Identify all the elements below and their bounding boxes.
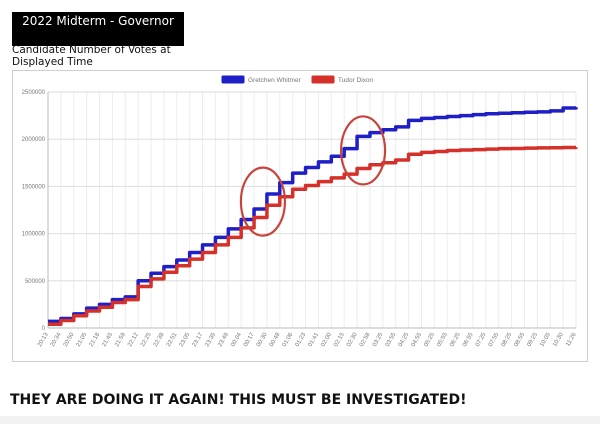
- x-tick-label: 00:48: [269, 331, 282, 348]
- y-tick-label: 2000000: [22, 137, 46, 143]
- x-tick-label: 02:00: [320, 331, 333, 348]
- x-tick-label: 02:30: [346, 331, 359, 348]
- x-tick-label: 02:15: [333, 331, 346, 348]
- x-tick-label: 10:30: [552, 331, 565, 348]
- y-tick-label: 2500000: [22, 90, 46, 96]
- x-tick-label: 04:55: [410, 331, 423, 348]
- x-tick-label: 09:25: [526, 331, 539, 348]
- x-tick-label: 01:23: [295, 331, 308, 348]
- x-tick-label: 20:13: [37, 331, 50, 348]
- x-tick-label: 01:06: [282, 331, 295, 348]
- x-tick-label: 05:25: [423, 331, 436, 348]
- x-tick-label: 23:17: [192, 331, 205, 348]
- x-tick-label: 21:45: [101, 331, 114, 348]
- x-tick-label: 01:41: [307, 331, 320, 348]
- x-tick-label: 07:55: [488, 331, 501, 348]
- x-tick-label: 07:25: [475, 331, 488, 348]
- x-tick-label: 04:25: [398, 331, 411, 348]
- x-tick-label: 02:58: [359, 331, 372, 348]
- y-tick-label: 0: [42, 326, 46, 332]
- x-tick-label: 08:25: [501, 331, 514, 348]
- caption-text: THEY ARE DOING IT AGAIN! THIS MUST BE IN…: [10, 392, 467, 408]
- x-tick-label: 11:26: [565, 331, 578, 347]
- legend-swatch-whitmer: [221, 75, 245, 84]
- x-tick-label: 21:05: [76, 331, 89, 348]
- x-tick-label: 23:05: [179, 331, 192, 348]
- x-tick-label: 22:12: [127, 331, 140, 348]
- x-tick-label: 22:38: [153, 331, 166, 348]
- legend-label-whitmer: Gretchen Whitmer: [248, 77, 302, 84]
- footer-bar: [0, 416, 600, 424]
- x-tick-label: 20:34: [50, 331, 63, 348]
- x-tick-label: 20:50: [63, 331, 76, 348]
- x-tick-label: 03:55: [385, 331, 398, 348]
- x-tick-label: 03:25: [372, 331, 385, 348]
- x-tick-label: 05:55: [436, 331, 449, 348]
- y-tick-label: 500000: [25, 279, 46, 285]
- chart-subtitle: Candidate Number of Votes at Displayed T…: [12, 44, 171, 68]
- x-tick-label: 10:05: [539, 331, 552, 348]
- x-tick-label: 22:51: [166, 331, 179, 348]
- x-tick-label: 22:25: [140, 331, 153, 348]
- annotation-circle-1: [239, 166, 287, 237]
- x-tick-label: 00:04: [230, 331, 243, 348]
- x-tick-label: 23:35: [204, 331, 217, 348]
- x-tick-label: 00:30: [256, 331, 269, 348]
- y-tick-label: 1000000: [22, 232, 46, 238]
- annotation-circle-2: [339, 115, 387, 186]
- y-tick-label: 1500000: [22, 184, 46, 190]
- x-tick-label: 21:18: [89, 331, 102, 348]
- legend-swatch-dixon: [311, 75, 335, 84]
- vote-line-chart: 0 500000 1000000 1500000 2000000 2500000 20:13…: [22, 75, 578, 348]
- chart-frame: [12, 70, 588, 362]
- x-tick-label: 06:25: [449, 331, 462, 348]
- x-tick-label: 06:55: [462, 331, 475, 348]
- series-line-dixon: [48, 145, 578, 326]
- x-tick-label: 08:55: [514, 331, 527, 348]
- legend-label-dixon: Tudor Dixon: [338, 77, 374, 84]
- chart-title: 2022 Midterm - Governor: [12, 12, 184, 46]
- x-tick-label: 21:59: [114, 331, 127, 348]
- x-tick-label: 00:17: [243, 331, 256, 348]
- x-tick-label: 23:49: [217, 331, 230, 348]
